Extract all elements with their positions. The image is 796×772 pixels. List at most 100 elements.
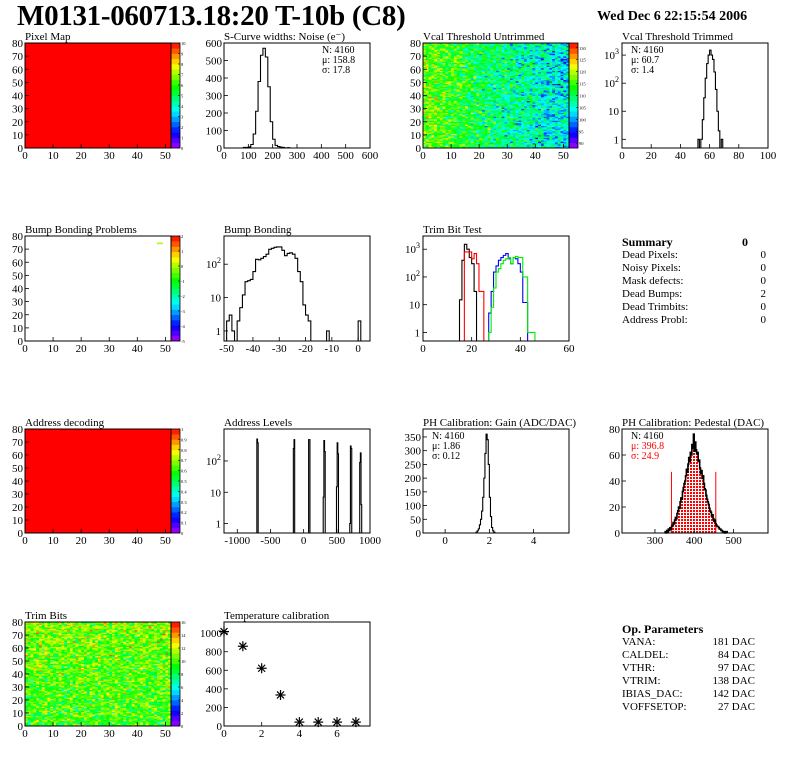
heatmap-cell: [521, 112, 525, 115]
heatmap-cell: [557, 67, 561, 70]
heatmap-cell: [428, 111, 432, 113]
heatmap-cell: [563, 113, 567, 116]
heatmap-cell: [521, 108, 525, 111]
heatmap-cell: [498, 91, 502, 94]
heatmap-cell: [442, 130, 446, 133]
heatmap-cell: [504, 71, 508, 74]
heatmap-cell: [431, 145, 435, 147]
heatmap-cell: [434, 77, 438, 79]
heatmap-cell: [27, 663, 31, 666]
heatmap-cell: [535, 107, 539, 109]
heatmap-cell: [540, 120, 545, 123]
heatmap-cell: [498, 85, 502, 87]
heatmap-cell: [560, 124, 564, 126]
heatmap-cell: [453, 123, 457, 125]
heatmap-cell: [431, 62, 435, 65]
heatmap-cell: [484, 130, 488, 133]
heatmap-cell: [549, 137, 553, 140]
heatmap-cell: [546, 145, 550, 147]
heatmap-cell: [445, 67, 449, 70]
heatmap-cell: [543, 85, 547, 87]
heatmap-cell: [30, 698, 34, 701]
heatmap-cell: [456, 127, 460, 129]
heatmap-cell: [552, 78, 556, 81]
heatmap-cell: [434, 79, 438, 82]
heatmap-cell: [549, 43, 553, 45]
colorbar-segment: [171, 475, 180, 482]
heatmap-cell: [36, 688, 40, 690]
heatmap-cell: [540, 124, 545, 126]
colorbar-segment: [171, 64, 180, 70]
heatmap-cell: [467, 99, 472, 102]
heatmap-cell: [496, 62, 500, 65]
heatmap-cell: [521, 53, 525, 56]
heatmap-cell: [501, 73, 505, 75]
heatmap-cell: [532, 94, 536, 96]
heatmap-cell: [456, 145, 460, 147]
heatmap-cell: [515, 75, 519, 78]
heatmap-cell: [526, 69, 530, 71]
heatmap-cell: [423, 98, 427, 100]
heatmap-cell: [33, 680, 37, 683]
heatmap-cell: [510, 74, 514, 77]
heatmap-cell: [442, 75, 446, 78]
heatmap-cell: [470, 108, 474, 111]
heatmap-cell: [493, 123, 497, 125]
heatmap-cell: [526, 123, 530, 125]
heatmap-cell: [462, 73, 466, 75]
heatmap-cell: [434, 48, 438, 50]
heatmap-cell: [538, 113, 542, 116]
heatmap-cell: [493, 96, 497, 99]
heatmap-cell: [526, 61, 530, 63]
heatmap-cell: [453, 65, 457, 67]
heatmap-cell: [521, 45, 525, 48]
heatmap-cell: [33, 654, 37, 657]
heatmap-cell: [490, 116, 494, 119]
heatmap-cell: [27, 684, 31, 686]
heatmap-cell: [549, 52, 553, 54]
heatmap-cell: [439, 46, 443, 49]
heatmap-cell: [473, 54, 477, 57]
heatmap-cell: [476, 115, 480, 117]
heatmap-cell: [445, 65, 449, 67]
heatmap-cell: [512, 121, 516, 124]
heatmap-cell: [473, 66, 477, 69]
heatmap-cell: [557, 116, 561, 119]
heatmap-cell: [36, 701, 40, 703]
heatmap-cell: [479, 140, 483, 142]
heatmap-cell: [507, 83, 511, 86]
colorbar-segment: [569, 48, 578, 54]
heatmap-cell: [431, 69, 435, 71]
heatmap-cell: [507, 95, 511, 98]
heatmap-cell: [557, 136, 561, 138]
x-tick-label: 60: [564, 343, 576, 355]
heatmap-cell: [473, 82, 477, 84]
heatmap-cell: [476, 73, 480, 75]
heatmap-cell: [566, 83, 570, 86]
heatmap-cell: [439, 125, 443, 128]
heatmap-cell: [540, 86, 545, 88]
heatmap-cell: [543, 90, 547, 92]
heatmap-cell: [434, 103, 438, 105]
chart-title: S-Curve widths: Noise (e⁻): [224, 31, 345, 43]
heatmap-cell: [512, 123, 516, 125]
y-tick-label: 350: [405, 432, 422, 444]
heatmap-cell: [515, 127, 519, 129]
heatmap-cell: [498, 134, 502, 137]
heatmap-cell: [532, 104, 536, 107]
heatmap-cell: [538, 132, 542, 134]
heatmap-cell: [465, 146, 469, 149]
heatmap-cell: [428, 58, 432, 61]
colorbar-tick-label: 105: [579, 105, 587, 110]
heatmap-cell: [459, 87, 463, 90]
heatmap-cell: [479, 128, 483, 130]
heatmap-cell: [27, 635, 31, 637]
heatmap-cell: [476, 58, 480, 61]
x-tick-label: 400: [313, 150, 330, 162]
heatmap-cell: [487, 44, 491, 46]
heatmap-cell: [504, 74, 508, 77]
heatmap-cell: [507, 121, 511, 124]
heatmap-cell: [490, 100, 494, 103]
heatmap-cell: [473, 121, 477, 124]
heatmap-cell: [532, 48, 536, 50]
